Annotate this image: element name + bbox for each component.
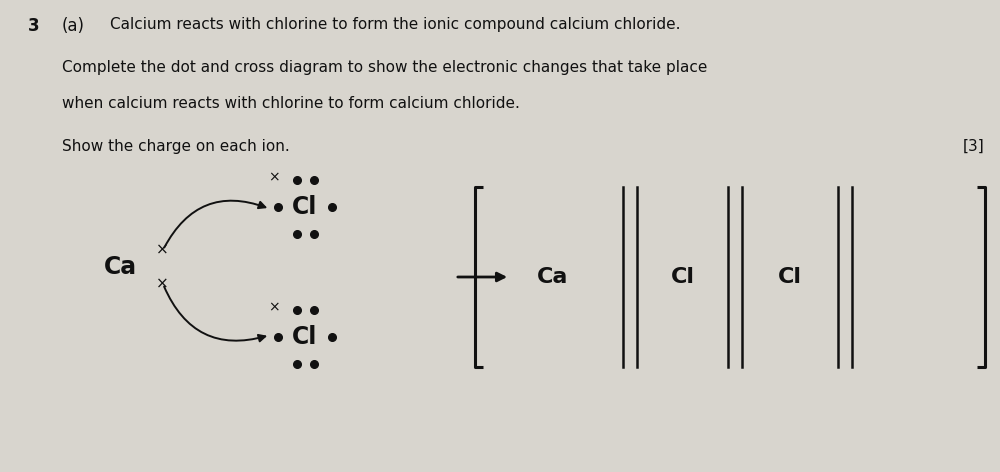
Text: Cl: Cl: [670, 267, 694, 287]
Text: Cl: Cl: [292, 195, 318, 219]
Text: ×: ×: [156, 277, 169, 292]
Text: 3: 3: [28, 17, 40, 35]
Text: Ca: Ca: [537, 267, 569, 287]
Text: Complete the dot and cross diagram to show the electronic changes that take plac: Complete the dot and cross diagram to sh…: [62, 60, 707, 75]
Text: (a): (a): [62, 17, 85, 35]
Text: ×: ×: [268, 170, 280, 184]
Text: Cl: Cl: [778, 267, 802, 287]
Text: Show the charge on each ion.: Show the charge on each ion.: [62, 139, 290, 154]
Text: Cl: Cl: [292, 325, 318, 349]
Text: Calcium reacts with chlorine to form the ionic compound calcium chloride.: Calcium reacts with chlorine to form the…: [110, 17, 680, 32]
Text: Ca: Ca: [104, 255, 137, 279]
Text: when calcium reacts with chlorine to form calcium chloride.: when calcium reacts with chlorine to for…: [62, 96, 520, 111]
Text: ×: ×: [268, 300, 280, 314]
Text: ×: ×: [156, 243, 169, 258]
Text: [3]: [3]: [963, 139, 985, 154]
